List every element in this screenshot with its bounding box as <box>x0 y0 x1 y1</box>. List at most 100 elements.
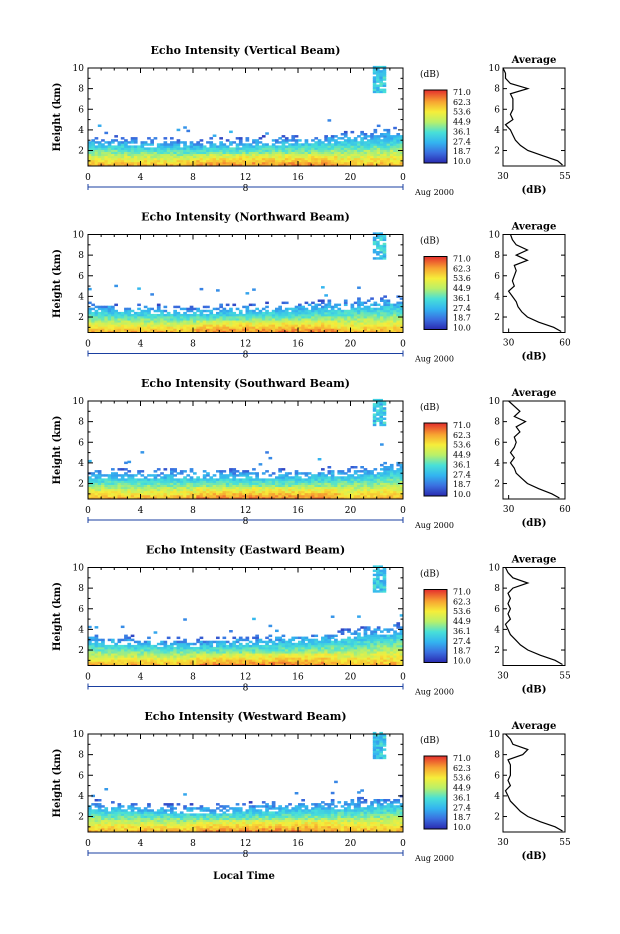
echo-cell <box>190 141 194 143</box>
echo-cell <box>206 314 210 316</box>
echo-cell <box>334 156 338 158</box>
echo-cell <box>337 141 341 143</box>
echo-cell <box>370 139 374 141</box>
echo-cell <box>196 639 200 641</box>
echo-cell <box>104 485 108 487</box>
echo-cell <box>282 139 286 141</box>
echo-cell <box>379 420 383 422</box>
echo-cell <box>144 318 148 320</box>
echo-cell <box>396 495 400 497</box>
echo-cell <box>265 326 269 328</box>
echo-cell <box>354 470 358 472</box>
echo-cell <box>275 308 279 310</box>
echo-cell <box>160 326 164 328</box>
echo-cell <box>298 476 302 478</box>
echo-cell <box>360 133 364 135</box>
echo-cell <box>314 310 318 312</box>
echo-cell <box>223 645 227 647</box>
echo-cell <box>200 641 204 643</box>
echo-cell <box>246 645 250 647</box>
echo-cell <box>347 150 351 152</box>
echo-cell <box>301 489 305 491</box>
echo-cell <box>285 478 289 480</box>
echo-cell <box>252 139 256 141</box>
echo-cell <box>173 328 177 330</box>
echo-cell <box>305 139 309 141</box>
echo-cell <box>377 322 381 324</box>
echo-cell <box>242 485 246 487</box>
echo-cell <box>387 483 391 485</box>
echo-cell <box>380 476 384 478</box>
echo-cell <box>380 139 384 141</box>
echo-cell <box>370 478 374 480</box>
echo-cell <box>376 413 380 415</box>
echo-cell <box>206 162 210 164</box>
echo-cell <box>318 318 322 320</box>
echo-cell <box>295 643 299 645</box>
echo-cell <box>331 472 335 474</box>
echo-cell <box>311 659 315 661</box>
echo-cell <box>383 478 387 480</box>
echo-cell <box>387 468 391 470</box>
echo-cell <box>219 312 223 314</box>
echo-cell <box>98 316 102 318</box>
echo-cell <box>226 493 230 495</box>
echo-cell <box>334 143 338 145</box>
echo-cell <box>134 478 138 480</box>
echo-cell <box>288 326 292 328</box>
echo-cell <box>137 322 141 324</box>
echo-cell <box>305 326 309 328</box>
echo-cell <box>164 152 168 154</box>
echo-cell <box>180 659 184 661</box>
echo-cell <box>147 312 151 314</box>
echo-cell <box>301 485 305 487</box>
echo-cell <box>200 645 204 647</box>
echo-cell <box>246 306 250 308</box>
echo-cell <box>147 162 151 164</box>
echo-cell <box>98 489 102 491</box>
echo-cell <box>379 424 383 426</box>
echo-cell <box>390 466 394 468</box>
echo-cell <box>367 495 371 497</box>
echo-cell <box>298 637 302 639</box>
echo-cell <box>314 304 318 306</box>
echo-cell <box>170 141 174 143</box>
echo-cell <box>219 328 223 330</box>
panel-title: Echo Intensity (Vertical Beam) <box>150 44 340 57</box>
echo-cell <box>354 328 358 330</box>
echo-cell <box>131 476 135 478</box>
echo-cell <box>108 306 112 308</box>
echo-cell <box>242 478 246 480</box>
echo-cell <box>121 468 125 470</box>
echo-cell <box>173 495 177 497</box>
echo-cell <box>308 639 312 641</box>
echo-cell <box>137 472 141 474</box>
echo-cell <box>114 651 118 653</box>
echo-cell <box>124 143 128 145</box>
echo-cell <box>364 145 368 147</box>
echo-cell <box>360 326 364 328</box>
echo-cell <box>351 476 355 478</box>
echo-cell <box>88 651 92 653</box>
echo-cell <box>255 659 259 661</box>
echo-cell <box>357 474 361 476</box>
echo-cell <box>347 310 351 312</box>
echo-cell <box>305 312 309 314</box>
echo-cell <box>226 145 230 147</box>
echo-cell <box>124 635 128 637</box>
echo-cell <box>164 483 168 485</box>
echo-cell <box>101 306 105 308</box>
echo-cell <box>150 308 154 310</box>
echo-cell <box>137 156 141 158</box>
echo-cell <box>380 150 384 152</box>
echo-cell <box>203 476 207 478</box>
echo-cell <box>364 468 368 470</box>
echo-cell <box>121 661 125 663</box>
echo-cell <box>288 643 292 645</box>
average-title: Average <box>511 388 557 399</box>
echo-cell <box>137 643 141 645</box>
echo-cell <box>380 328 384 330</box>
echo-cell <box>206 641 210 643</box>
echo-cell <box>314 478 318 480</box>
echo-cell <box>164 141 168 143</box>
